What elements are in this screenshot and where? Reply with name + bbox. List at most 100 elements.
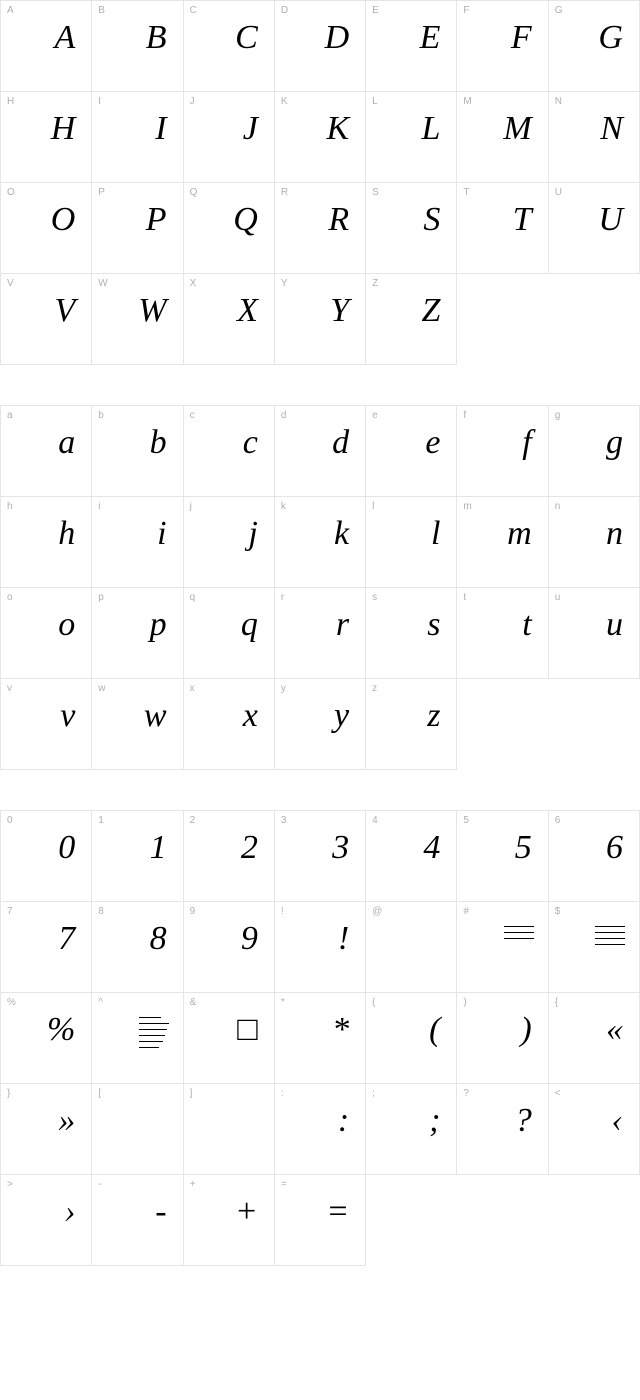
glyph-cell[interactable]: XX xyxy=(184,274,275,365)
glyph-cell[interactable]: bb xyxy=(92,406,183,497)
glyph-cell[interactable]: vv xyxy=(1,679,92,770)
glyph-cell[interactable]: $ xyxy=(549,902,640,993)
glyph-cell[interactable]: uu xyxy=(549,588,640,679)
glyph-cell[interactable]: JJ xyxy=(184,92,275,183)
glyph-cell[interactable]: HH xyxy=(1,92,92,183)
glyph-label: r xyxy=(281,592,284,603)
glyph-cell[interactable]: ^ xyxy=(92,993,183,1084)
glyph-cell[interactable]: mm xyxy=(457,497,548,588)
glyph-cell[interactable]: TT xyxy=(457,183,548,274)
glyph-cell[interactable]: >› xyxy=(1,1175,92,1266)
glyph-cell[interactable]: 88 xyxy=(92,902,183,993)
glyph-cell[interactable]: pp xyxy=(92,588,183,679)
glyph-cell[interactable]: MM xyxy=(457,92,548,183)
glyph-label: $ xyxy=(555,906,561,917)
glyph-cell[interactable]: == xyxy=(275,1175,366,1266)
glyph-label: p xyxy=(98,592,104,603)
glyph-cell[interactable]: 00 xyxy=(1,811,92,902)
glyph-cell[interactable]: ] xyxy=(184,1084,275,1175)
glyph-cell[interactable]: FF xyxy=(457,1,548,92)
glyph-cell[interactable]: II xyxy=(92,92,183,183)
glyph-cell[interactable]: 77 xyxy=(1,902,92,993)
glyph-cell[interactable]: %% xyxy=(1,993,92,1084)
glyph-cell[interactable]: &□ xyxy=(184,993,275,1084)
glyph-cell[interactable]: @ xyxy=(366,902,457,993)
glyph-cell[interactable]: {« xyxy=(549,993,640,1084)
glyph-cell[interactable]: :: xyxy=(275,1084,366,1175)
glyph-cell[interactable]: rr xyxy=(275,588,366,679)
glyph-cell[interactable]: ee xyxy=(366,406,457,497)
glyph-cell[interactable]: (( xyxy=(366,993,457,1084)
glyph-cell[interactable]: xx xyxy=(184,679,275,770)
glyph-character: y xyxy=(334,697,349,735)
glyph-cell[interactable]: 55 xyxy=(457,811,548,902)
glyph-cell[interactable]: ** xyxy=(275,993,366,1084)
glyph-cell[interactable]: [ xyxy=(92,1084,183,1175)
glyph-label: ? xyxy=(463,1088,469,1099)
glyph-cell[interactable]: <‹ xyxy=(549,1084,640,1175)
glyph-character: q xyxy=(241,606,258,644)
glyph-label: ! xyxy=(281,906,284,917)
glyph-cell[interactable]: GG xyxy=(549,1,640,92)
glyph-cell[interactable]: oo xyxy=(1,588,92,679)
glyph-cell[interactable]: dd xyxy=(275,406,366,497)
glyph-cell[interactable]: aa xyxy=(1,406,92,497)
glyph-cell[interactable]: }» xyxy=(1,1084,92,1175)
glyph-cell[interactable]: PP xyxy=(92,183,183,274)
glyph-cell[interactable]: gg xyxy=(549,406,640,497)
glyph-cell[interactable]: ZZ xyxy=(366,274,457,365)
glyph-cell[interactable]: 99 xyxy=(184,902,275,993)
glyph-cell[interactable]: WW xyxy=(92,274,183,365)
glyph-cell[interactable]: !! xyxy=(275,902,366,993)
character-map: AABBCCDDEEFFGG HHIIJJKKLLMMNN OOPPQQRRSSTT… xyxy=(0,0,640,1266)
glyph-character: * xyxy=(332,1011,349,1049)
glyph-cell[interactable]: hh xyxy=(1,497,92,588)
glyph-cell[interactable]: cc xyxy=(184,406,275,497)
glyph-cell[interactable]: NN xyxy=(549,92,640,183)
glyph-cell[interactable]: BB xyxy=(92,1,183,92)
glyph-cell[interactable]: -- xyxy=(92,1175,183,1266)
glyph-cell[interactable]: 22 xyxy=(184,811,275,902)
glyph-cell[interactable]: qq xyxy=(184,588,275,679)
glyph-cell[interactable]: CC xyxy=(184,1,275,92)
glyph-character: V xyxy=(55,292,76,330)
glyph-cell[interactable]: kk xyxy=(275,497,366,588)
glyph-cell[interactable]: tt xyxy=(457,588,548,679)
glyph-character: 5 xyxy=(515,829,532,867)
glyph-cell[interactable]: ll xyxy=(366,497,457,588)
glyph-character: + xyxy=(235,1193,258,1231)
glyph-character: v xyxy=(60,697,75,735)
glyph-cell[interactable]: OO xyxy=(1,183,92,274)
glyph-cell[interactable]: ww xyxy=(92,679,183,770)
glyph-cell[interactable]: yy xyxy=(275,679,366,770)
glyph-cell[interactable]: zz xyxy=(366,679,457,770)
glyph-cell[interactable]: ss xyxy=(366,588,457,679)
glyph-cell[interactable]: VV xyxy=(1,274,92,365)
glyph-cell[interactable]: RR xyxy=(275,183,366,274)
glyph-cell[interactable]: ?? xyxy=(457,1084,548,1175)
glyph-cell[interactable]: EE xyxy=(366,1,457,92)
glyph-cell[interactable]: ii xyxy=(92,497,183,588)
glyph-cell[interactable]: jj xyxy=(184,497,275,588)
glyph-cell[interactable]: SS xyxy=(366,183,457,274)
glyph-cell[interactable]: )) xyxy=(457,993,548,1084)
glyph-cell[interactable]: nn xyxy=(549,497,640,588)
glyph-cell[interactable]: AA xyxy=(1,1,92,92)
glyph-cell[interactable]: 33 xyxy=(275,811,366,902)
glyph-cell[interactable]: YY xyxy=(275,274,366,365)
glyph-cell[interactable]: ff xyxy=(457,406,548,497)
glyph-cell[interactable]: QQ xyxy=(184,183,275,274)
glyph-cell[interactable]: ++ xyxy=(184,1175,275,1266)
glyph-character: e xyxy=(425,424,440,462)
glyph-cell[interactable]: 44 xyxy=(366,811,457,902)
glyph-cell[interactable]: DD xyxy=(275,1,366,92)
glyph-cell[interactable]: ;; xyxy=(366,1084,457,1175)
glyph-cell[interactable]: KK xyxy=(275,92,366,183)
glyph-cell[interactable]: LL xyxy=(366,92,457,183)
glyph-cell[interactable]: UU xyxy=(549,183,640,274)
glyph-cell[interactable]: # xyxy=(457,902,548,993)
glyph-label: 0 xyxy=(7,815,13,826)
glyph-character: « xyxy=(606,1011,623,1049)
glyph-cell[interactable]: 66 xyxy=(549,811,640,902)
glyph-cell[interactable]: 11 xyxy=(92,811,183,902)
